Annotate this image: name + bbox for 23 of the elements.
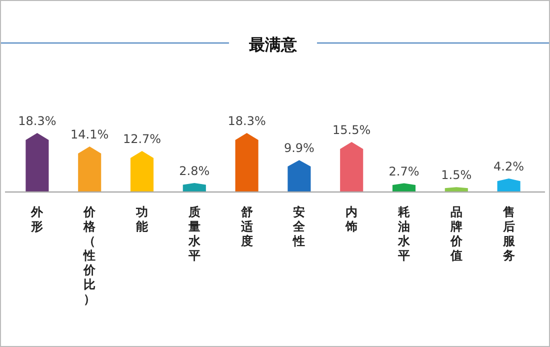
x-tick-label: 品牌价值	[449, 205, 464, 262]
x-tick-label: 耗油水平	[397, 205, 411, 262]
x-tick-label: 内饰	[344, 205, 358, 234]
x-tick-label: 功能	[135, 205, 149, 234]
data-label: 4.2%	[494, 159, 524, 174]
x-tick-label: 质量水平	[187, 205, 202, 262]
bar	[26, 133, 49, 192]
x-tick-label: 售后服务	[502, 205, 516, 262]
bar	[235, 133, 258, 192]
data-label: 2.8%	[179, 164, 210, 178]
data-label: 1.5%	[441, 168, 472, 182]
data-label: 18.3%	[228, 114, 266, 128]
data-label: 12.7%	[122, 132, 162, 146]
x-tick-label: 舒适度	[240, 205, 254, 248]
x-tick-label: 价格（性价比）	[82, 205, 97, 306]
x-tick-label: 外形	[30, 205, 44, 234]
data-label: 9.9%	[284, 141, 314, 156]
data-label: 2.7%	[388, 164, 420, 178]
x-tick-label: 安全性	[292, 205, 306, 248]
chart-title: 最满意	[248, 35, 298, 54]
data-label: 15.5%	[332, 123, 371, 138]
data-label: 18.3%	[18, 114, 56, 128]
data-label: 14.1%	[70, 128, 109, 142]
